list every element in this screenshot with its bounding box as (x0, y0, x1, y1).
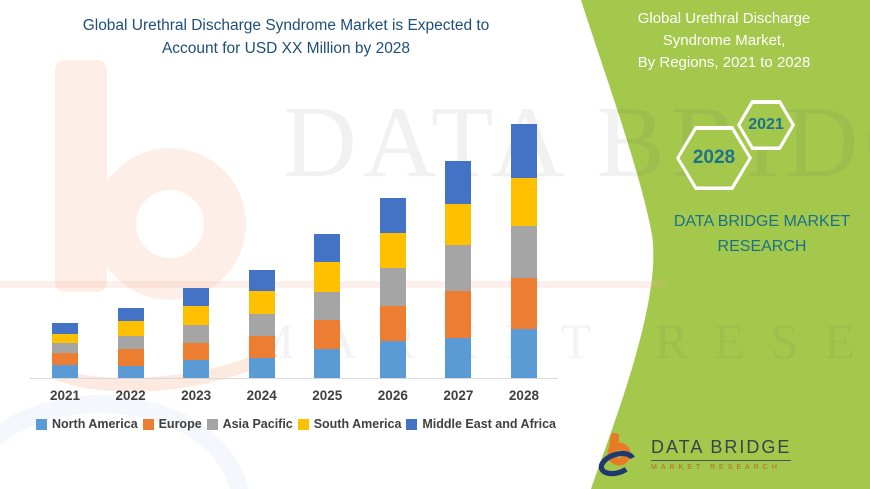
bar-2024 (248, 270, 275, 378)
chart-title-line1: Global Urethral Discharge Syndrome Marke… (82, 17, 490, 34)
bar-segment-europe (445, 291, 472, 338)
chart-title-line2: Account for USD XX Million by 2028 (161, 40, 411, 58)
x-axis-line (30, 378, 558, 379)
bar-segment-south-america (314, 262, 341, 292)
x-label-2027: 2027 (443, 388, 474, 403)
company-logo-subtitle: MARKET RESEARCH (651, 464, 781, 471)
bar-segment-north-america (52, 365, 78, 378)
bar-segment-north-america (510, 329, 537, 378)
bar-segment-asia-pacific (510, 226, 537, 278)
stacked-bar-chart (52, 116, 537, 378)
bar-segment-europe (183, 343, 210, 360)
bar-segment-south-america (445, 204, 472, 245)
bar-segment-north-america (117, 366, 144, 378)
bar-segment-middle-east-and-africa (379, 198, 406, 233)
bar-segment-north-america (445, 338, 472, 378)
x-label-2023: 2023 (181, 388, 212, 403)
brand-text-line1: DATA BRIDGE MARKET (673, 213, 851, 230)
bar-segment-north-america (248, 358, 275, 378)
legend-label-europe: Europe (158, 417, 202, 431)
legend-item-south-america: South America (297, 417, 402, 431)
bar-2026 (379, 198, 406, 378)
legend-item-north-america: North America (36, 417, 138, 431)
legend-swatch-asia-pacific (206, 418, 218, 430)
legend-label-south-america: South America (313, 417, 402, 431)
bar-segment-south-america (248, 291, 275, 314)
bar-segment-asia-pacific (314, 292, 341, 320)
bar-segment-europe (117, 349, 144, 366)
bar-segment-asia-pacific (117, 336, 144, 349)
bar-segment-asia-pacific (445, 245, 472, 291)
bar-segment-europe (379, 306, 406, 341)
bar-segment-europe (314, 320, 341, 349)
legend-label-north-america: North America (52, 417, 138, 431)
bar-2023 (183, 288, 210, 378)
bar-segment-middle-east-and-africa (510, 124, 537, 178)
hexagon-2021: 2021 (737, 100, 795, 150)
panel-title-line2: Syndrome Market, (662, 31, 786, 49)
chart-legend: North America Europe Asia Pacific South Ame… (36, 417, 556, 431)
legend-label-middle-east-and-africa: Middle East and Africa (422, 417, 556, 431)
x-label-2028: 2028 (508, 388, 539, 403)
bar-segment-europe (52, 353, 78, 365)
x-label-2026: 2026 (377, 388, 408, 403)
bar-segment-middle-east-and-africa (445, 161, 472, 204)
bar-2021 (52, 323, 78, 378)
chart-title: Global Urethral Discharge Syndrome Marke… (48, 14, 524, 61)
legend-item-middle-east-and-africa: Middle East and Africa (406, 417, 556, 431)
bar-segment-asia-pacific (183, 325, 210, 343)
bar-segment-middle-east-and-africa (314, 234, 341, 262)
bar-segment-middle-east-and-africa (183, 288, 210, 306)
x-label-2024: 2024 (246, 388, 277, 403)
bar-segment-south-america (117, 321, 144, 336)
bar-2025 (314, 234, 341, 378)
legend-label-asia-pacific: Asia Pacific (222, 417, 293, 431)
company-logo-text: DATA BRIDGE MARKET RESEARCH (651, 437, 792, 471)
legend-swatch-north-america (36, 418, 47, 430)
company-logo-icon (598, 432, 636, 477)
bar-segment-europe (510, 278, 537, 329)
legend-item-europe: Europe (142, 417, 202, 431)
bar-segment-south-america (379, 233, 406, 268)
company-logo: DATA BRIDGE MARKET RESEARCH (597, 431, 792, 477)
legend-item-asia-pacific: Asia Pacific (206, 417, 293, 431)
bar-segment-asia-pacific (248, 314, 275, 336)
bar-segment-middle-east-and-africa (117, 308, 144, 321)
hexagon-2028-inner: 2028 (679, 129, 749, 187)
bar-segment-asia-pacific (52, 343, 78, 353)
bar-segment-middle-east-and-africa (52, 323, 78, 334)
bar-2028 (510, 124, 537, 378)
hexagon-2021-year: 2021 (748, 116, 784, 133)
brand-text-line2: RESEARCH (717, 237, 807, 255)
legend-swatch-south-america (297, 418, 309, 430)
bar-segment-south-america (52, 334, 78, 343)
bar-segment-south-america (510, 178, 537, 226)
bar-segment-asia-pacific (379, 268, 406, 306)
bar-segment-europe (248, 336, 275, 358)
x-axis-labels: 2021 2022 2023 2024 2025 2026 2027 2028 (49, 388, 539, 403)
brand-text: DATA BRIDGE MARKET RESEARCH (652, 210, 870, 260)
hexagon-2028: 2028 (676, 126, 752, 190)
panel-title-line1: Global Urethral Discharge (637, 10, 811, 27)
x-label-2022: 2022 (115, 388, 146, 403)
x-label-2021: 2021 (49, 388, 81, 403)
panel-title-line3: By Regions, 2021 to 2028 (637, 53, 811, 71)
bar-segment-north-america (379, 341, 406, 378)
legend-swatch-middle-east-and-africa (406, 418, 418, 430)
bar-2022 (117, 308, 144, 378)
green-panel-shape (581, 0, 870, 489)
bar-segment-north-america (314, 349, 341, 378)
hexagon-2021-inner: 2021 (740, 103, 792, 147)
x-label-2025: 2025 (312, 388, 343, 403)
company-logo-name: DATA BRIDGE (651, 437, 792, 461)
bar-segment-north-america (183, 360, 210, 378)
bar-segment-middle-east-and-africa (248, 270, 275, 291)
bar-segment-south-america (183, 306, 210, 325)
panel-title: Global Urethral Discharge Syndrome Marke… (588, 8, 860, 73)
bar-2027 (445, 161, 472, 378)
hexagon-2028-year: 2028 (692, 147, 736, 168)
legend-swatch-europe (142, 418, 154, 430)
